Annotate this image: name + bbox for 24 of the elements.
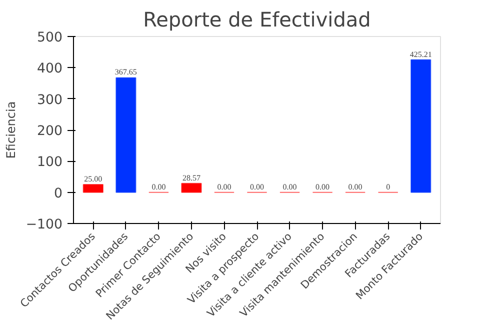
data-label: 0.00 bbox=[217, 182, 232, 192]
y-tick-label: 0 bbox=[54, 186, 63, 202]
bar bbox=[410, 59, 432, 193]
bar bbox=[181, 182, 202, 193]
y-tick-label: 200 bbox=[37, 124, 63, 139]
data-label: 425.21 bbox=[410, 50, 432, 59]
y-tick-label: 100 bbox=[37, 155, 63, 170]
data-label: 0.00 bbox=[152, 182, 166, 192]
y-axis-title: Eficiencia bbox=[4, 101, 18, 159]
data-label: 0.00 bbox=[316, 182, 330, 192]
y-tick-label: 400 bbox=[37, 62, 63, 77]
data-label: 25.00 bbox=[84, 174, 102, 184]
data-label: 367.65 bbox=[114, 68, 137, 77]
chart-title: Reporte de Efectividad bbox=[143, 8, 371, 32]
y-tick-label: 300 bbox=[37, 92, 63, 108]
y-tick-label: −100 bbox=[26, 218, 63, 232]
data-label: 0.00 bbox=[250, 182, 264, 192]
bar bbox=[116, 77, 136, 193]
data-label: 0 bbox=[386, 182, 390, 192]
data-label: 0.00 bbox=[282, 182, 297, 192]
data-label: 0.00 bbox=[348, 182, 362, 192]
data-label: 28.57 bbox=[182, 173, 200, 182]
bar bbox=[82, 184, 104, 193]
y-tick-label: 500 bbox=[37, 30, 63, 46]
